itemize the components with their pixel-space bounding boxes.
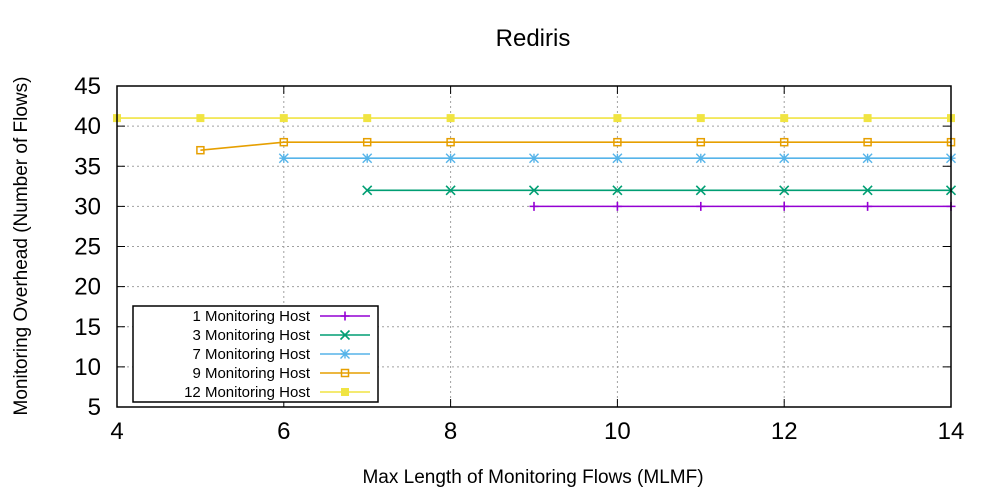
data-point — [862, 185, 873, 196]
data-point — [445, 153, 456, 164]
series-2 — [362, 185, 957, 196]
data-point — [779, 185, 790, 196]
data-point — [779, 201, 789, 211]
data-point — [695, 153, 706, 164]
data-point — [279, 137, 289, 147]
legend-marker — [340, 311, 350, 321]
y-tick-label: 15 — [74, 314, 101, 341]
chart-title: Rediris — [496, 25, 571, 52]
x-tick-label: 10 — [604, 418, 631, 445]
y-tick-label: 40 — [74, 113, 101, 140]
data-point — [529, 201, 539, 211]
series-1 — [529, 201, 956, 211]
data-point — [528, 185, 540, 196]
series-5 — [113, 114, 955, 123]
x-axis-label: Max Length of Monitoring Flows (MLMF) — [362, 467, 703, 488]
y-tick-label: 35 — [74, 153, 101, 180]
data-point — [362, 137, 372, 147]
y-tick-label: 30 — [74, 193, 101, 220]
x-tick-label: 6 — [277, 418, 290, 445]
legend-marker — [340, 368, 350, 378]
data-point — [445, 185, 456, 196]
data-point — [695, 185, 706, 196]
data-point — [613, 137, 622, 147]
data-point — [362, 185, 373, 196]
x-tick-label: 14 — [938, 418, 965, 445]
ticks: 5 10 15 20 25 30 35 40 45 4 6 8 10 12 14 — [74, 73, 964, 445]
x-tick-label: 4 — [110, 418, 123, 445]
x-tick-label: 12 — [771, 418, 798, 445]
data-point — [362, 153, 373, 164]
legend-marker — [340, 349, 350, 359]
legend: 1 Monitoring Host 3 Monitoring Host 7 Moni… — [132, 305, 379, 403]
data-point — [862, 153, 873, 164]
data-point — [613, 114, 622, 123]
y-tick-label: 25 — [74, 234, 101, 261]
y-tick-label: 45 — [74, 73, 101, 100]
series-line — [200, 141, 951, 151]
data-point — [529, 153, 539, 164]
legend-label: 3 Monitoring Host — [192, 327, 310, 344]
legend-label: 9 Monitoring Host — [192, 365, 310, 382]
legend-label: 1 Monitoring Host — [192, 308, 310, 325]
x-tick-label: 8 — [444, 418, 457, 445]
data-point — [863, 114, 872, 123]
y-axis-label: Monitoring Overhead (Number of Flows) — [11, 77, 32, 416]
legend-marker — [339, 329, 351, 341]
data-point — [612, 185, 623, 196]
plot-frame — [116, 85, 952, 408]
legend-label: 12 Monitoring Host — [184, 384, 311, 401]
data-point — [196, 114, 205, 123]
series-4 — [196, 137, 956, 155]
y-tick-label: 20 — [74, 274, 101, 301]
data-point — [278, 153, 289, 164]
data-point — [863, 201, 873, 211]
data-point — [779, 137, 789, 147]
series-3 — [278, 153, 956, 164]
data-point — [279, 114, 288, 123]
data-point — [612, 153, 623, 164]
data-point — [446, 137, 455, 147]
data-point — [696, 114, 705, 123]
data-point — [780, 114, 789, 123]
data-point — [696, 137, 706, 147]
data-point — [779, 153, 790, 164]
y-tick-label: 5 — [88, 394, 101, 421]
data-point — [863, 137, 872, 147]
series-group — [113, 114, 957, 211]
legend-marker — [341, 388, 349, 396]
y-tick-label: 10 — [74, 354, 101, 381]
data-point — [612, 201, 622, 211]
data-point — [363, 114, 372, 123]
data-point — [196, 145, 205, 155]
data-point — [696, 201, 706, 211]
legend-label: 7 Monitoring Host — [192, 346, 310, 363]
data-point — [446, 114, 455, 123]
